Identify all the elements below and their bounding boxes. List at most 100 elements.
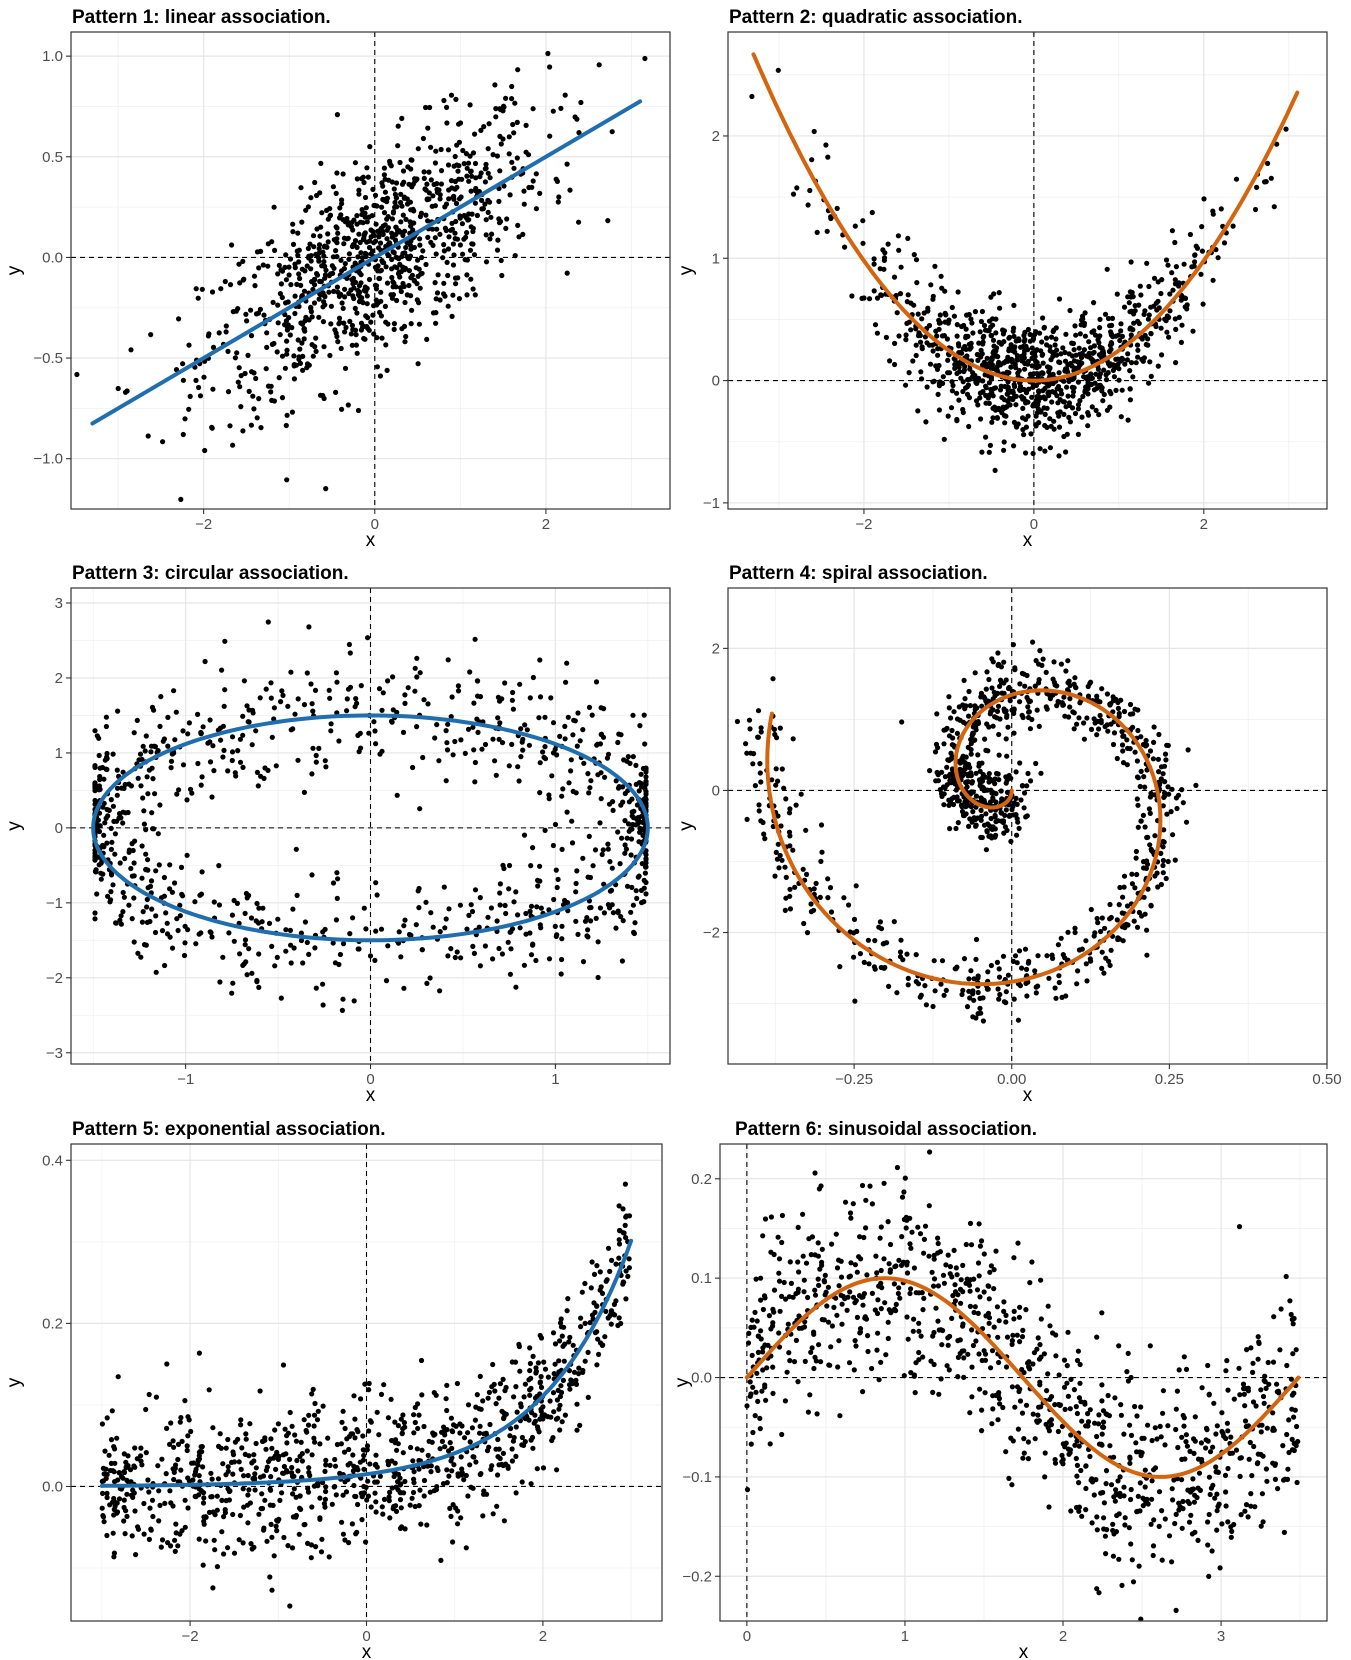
data-point <box>360 220 366 226</box>
data-point <box>1065 393 1071 399</box>
data-point <box>1047 445 1053 451</box>
data-point <box>286 264 292 270</box>
data-point <box>278 267 284 273</box>
data-point <box>776 865 782 871</box>
data-point <box>629 884 635 891</box>
data-point <box>220 723 226 729</box>
data-point <box>1014 832 1020 838</box>
data-point <box>1230 223 1236 229</box>
data-point <box>275 916 281 922</box>
data-point <box>414 674 420 680</box>
data-point <box>1165 784 1171 790</box>
data-point <box>414 297 420 303</box>
data-point <box>1117 337 1123 344</box>
data-point <box>415 888 421 894</box>
data-point <box>472 292 478 298</box>
data-point <box>398 954 404 960</box>
data-point <box>403 216 409 222</box>
data-point <box>317 1441 323 1447</box>
data-point <box>561 1358 567 1364</box>
data-point <box>1104 691 1110 697</box>
data-point <box>939 958 946 964</box>
data-point <box>957 766 963 773</box>
data-point <box>527 930 533 936</box>
data-point <box>295 757 301 763</box>
data-point <box>356 187 362 193</box>
data-point <box>1011 710 1017 717</box>
data-point <box>980 378 986 384</box>
data-point <box>1102 311 1109 317</box>
data-point <box>274 1528 280 1534</box>
data-point <box>344 215 350 222</box>
data-point <box>415 1401 421 1407</box>
data-point <box>751 751 757 757</box>
data-point <box>370 186 376 192</box>
data-point <box>841 895 847 901</box>
data-point <box>1192 252 1198 258</box>
data-point <box>456 163 462 169</box>
data-point <box>236 1537 242 1543</box>
data-point <box>1099 686 1105 692</box>
data-point <box>328 728 334 734</box>
data-point <box>1091 716 1097 722</box>
data-point <box>175 927 181 934</box>
data-point <box>1183 819 1190 825</box>
data-point <box>237 736 243 742</box>
data-point <box>121 894 127 900</box>
y-tick-label: −3 <box>46 1045 63 1062</box>
data-point <box>1010 395 1016 402</box>
data-point <box>380 183 386 189</box>
data-point <box>929 342 936 348</box>
data-point <box>332 960 338 966</box>
data-point <box>509 96 515 102</box>
data-point <box>280 692 286 699</box>
data-point <box>1198 271 1204 277</box>
data-point <box>988 365 994 371</box>
data-point <box>993 799 999 805</box>
data-point <box>990 723 996 729</box>
data-point <box>356 749 362 755</box>
data-point <box>1032 968 1038 974</box>
data-point <box>1151 275 1158 281</box>
data-point <box>1031 371 1037 377</box>
data-point <box>112 1503 118 1509</box>
data-point <box>308 309 314 315</box>
data-point <box>521 1394 527 1400</box>
data-point <box>1142 784 1148 790</box>
data-point <box>980 389 986 395</box>
chart-title: Pattern 3: circular association. <box>72 563 349 584</box>
data-point <box>208 1494 214 1500</box>
data-point <box>346 251 352 257</box>
data-point <box>1096 340 1102 346</box>
data-point <box>973 956 979 963</box>
data-point <box>227 282 234 288</box>
data-point <box>268 1521 274 1527</box>
data-point <box>265 619 271 625</box>
data-point <box>898 937 904 943</box>
data-point <box>454 142 460 148</box>
data-point <box>222 1507 228 1513</box>
data-point <box>103 714 109 720</box>
data-point <box>330 940 336 946</box>
data-point <box>1075 379 1081 385</box>
data-point <box>352 327 359 333</box>
data-point <box>586 833 592 840</box>
data-point <box>1271 204 1277 210</box>
data-point <box>470 724 476 730</box>
data-point <box>185 1414 191 1420</box>
data-point <box>219 667 225 673</box>
data-point <box>432 280 438 286</box>
data-point <box>590 863 596 869</box>
data-point <box>393 254 399 260</box>
data-point <box>394 1447 400 1453</box>
data-point <box>481 1431 487 1437</box>
data-point <box>545 1374 552 1380</box>
data-point <box>94 822 100 828</box>
data-point <box>226 1497 232 1503</box>
data-point <box>342 1537 348 1543</box>
data-point <box>418 1357 425 1364</box>
data-point <box>1134 924 1141 930</box>
data-point <box>813 880 819 887</box>
data-point <box>1141 774 1147 780</box>
data-point <box>1145 834 1151 840</box>
